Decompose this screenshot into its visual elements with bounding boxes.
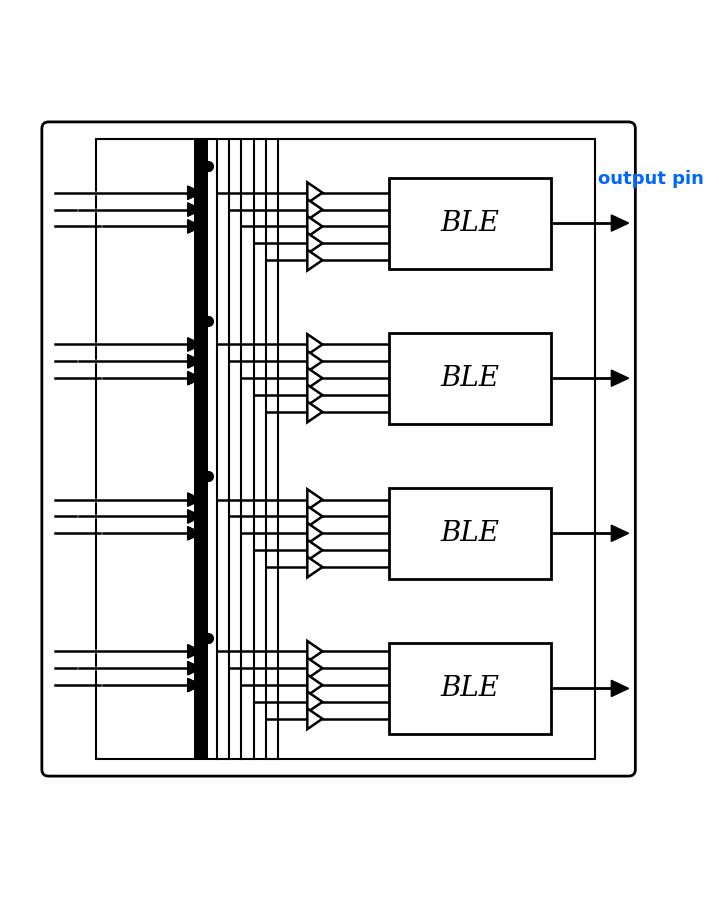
Polygon shape [307, 674, 322, 695]
Polygon shape [188, 493, 202, 506]
Polygon shape [188, 220, 202, 233]
Polygon shape [307, 182, 322, 203]
Polygon shape [188, 510, 202, 523]
Polygon shape [307, 641, 322, 662]
Polygon shape [307, 351, 322, 372]
Polygon shape [188, 186, 202, 199]
Bar [389, 332, 551, 424]
Text: BLE: BLE [441, 209, 500, 236]
FancyBboxPatch shape [42, 122, 636, 776]
Polygon shape [188, 679, 202, 691]
Text: BLE: BLE [441, 520, 500, 547]
Polygon shape [188, 338, 202, 351]
Polygon shape [188, 662, 202, 674]
Polygon shape [188, 645, 202, 658]
Polygon shape [188, 372, 202, 384]
Polygon shape [188, 355, 202, 368]
Polygon shape [307, 658, 322, 679]
Polygon shape [307, 691, 322, 712]
Bar [389, 643, 551, 734]
Polygon shape [188, 372, 202, 384]
Polygon shape [307, 523, 322, 543]
Polygon shape [188, 203, 202, 216]
Polygon shape [188, 186, 202, 199]
Polygon shape [188, 220, 202, 233]
Text: BLE: BLE [441, 675, 500, 702]
Bar [193, 139, 209, 759]
Bar [96, 139, 595, 759]
Text: output pin: output pin [598, 171, 704, 189]
Polygon shape [307, 250, 322, 270]
Polygon shape [307, 216, 322, 237]
Polygon shape [611, 215, 628, 231]
Polygon shape [611, 370, 628, 386]
Bar [389, 488, 551, 579]
Polygon shape [307, 540, 322, 560]
Polygon shape [188, 493, 202, 506]
Polygon shape [611, 681, 628, 697]
Polygon shape [188, 645, 202, 658]
Polygon shape [307, 557, 322, 577]
Polygon shape [188, 679, 202, 691]
Polygon shape [611, 525, 628, 541]
Polygon shape [188, 527, 202, 540]
Polygon shape [307, 401, 322, 422]
Text: BLE: BLE [441, 365, 500, 392]
Polygon shape [188, 355, 202, 368]
Polygon shape [307, 368, 322, 389]
Polygon shape [188, 203, 202, 216]
Polygon shape [188, 510, 202, 523]
Polygon shape [188, 662, 202, 674]
Bar [389, 178, 551, 269]
Polygon shape [307, 709, 322, 729]
Polygon shape [307, 233, 322, 254]
Polygon shape [307, 384, 322, 405]
Polygon shape [307, 489, 322, 510]
Polygon shape [188, 338, 202, 351]
Polygon shape [307, 334, 322, 355]
Polygon shape [307, 506, 322, 527]
Polygon shape [307, 199, 322, 220]
Polygon shape [188, 527, 202, 540]
